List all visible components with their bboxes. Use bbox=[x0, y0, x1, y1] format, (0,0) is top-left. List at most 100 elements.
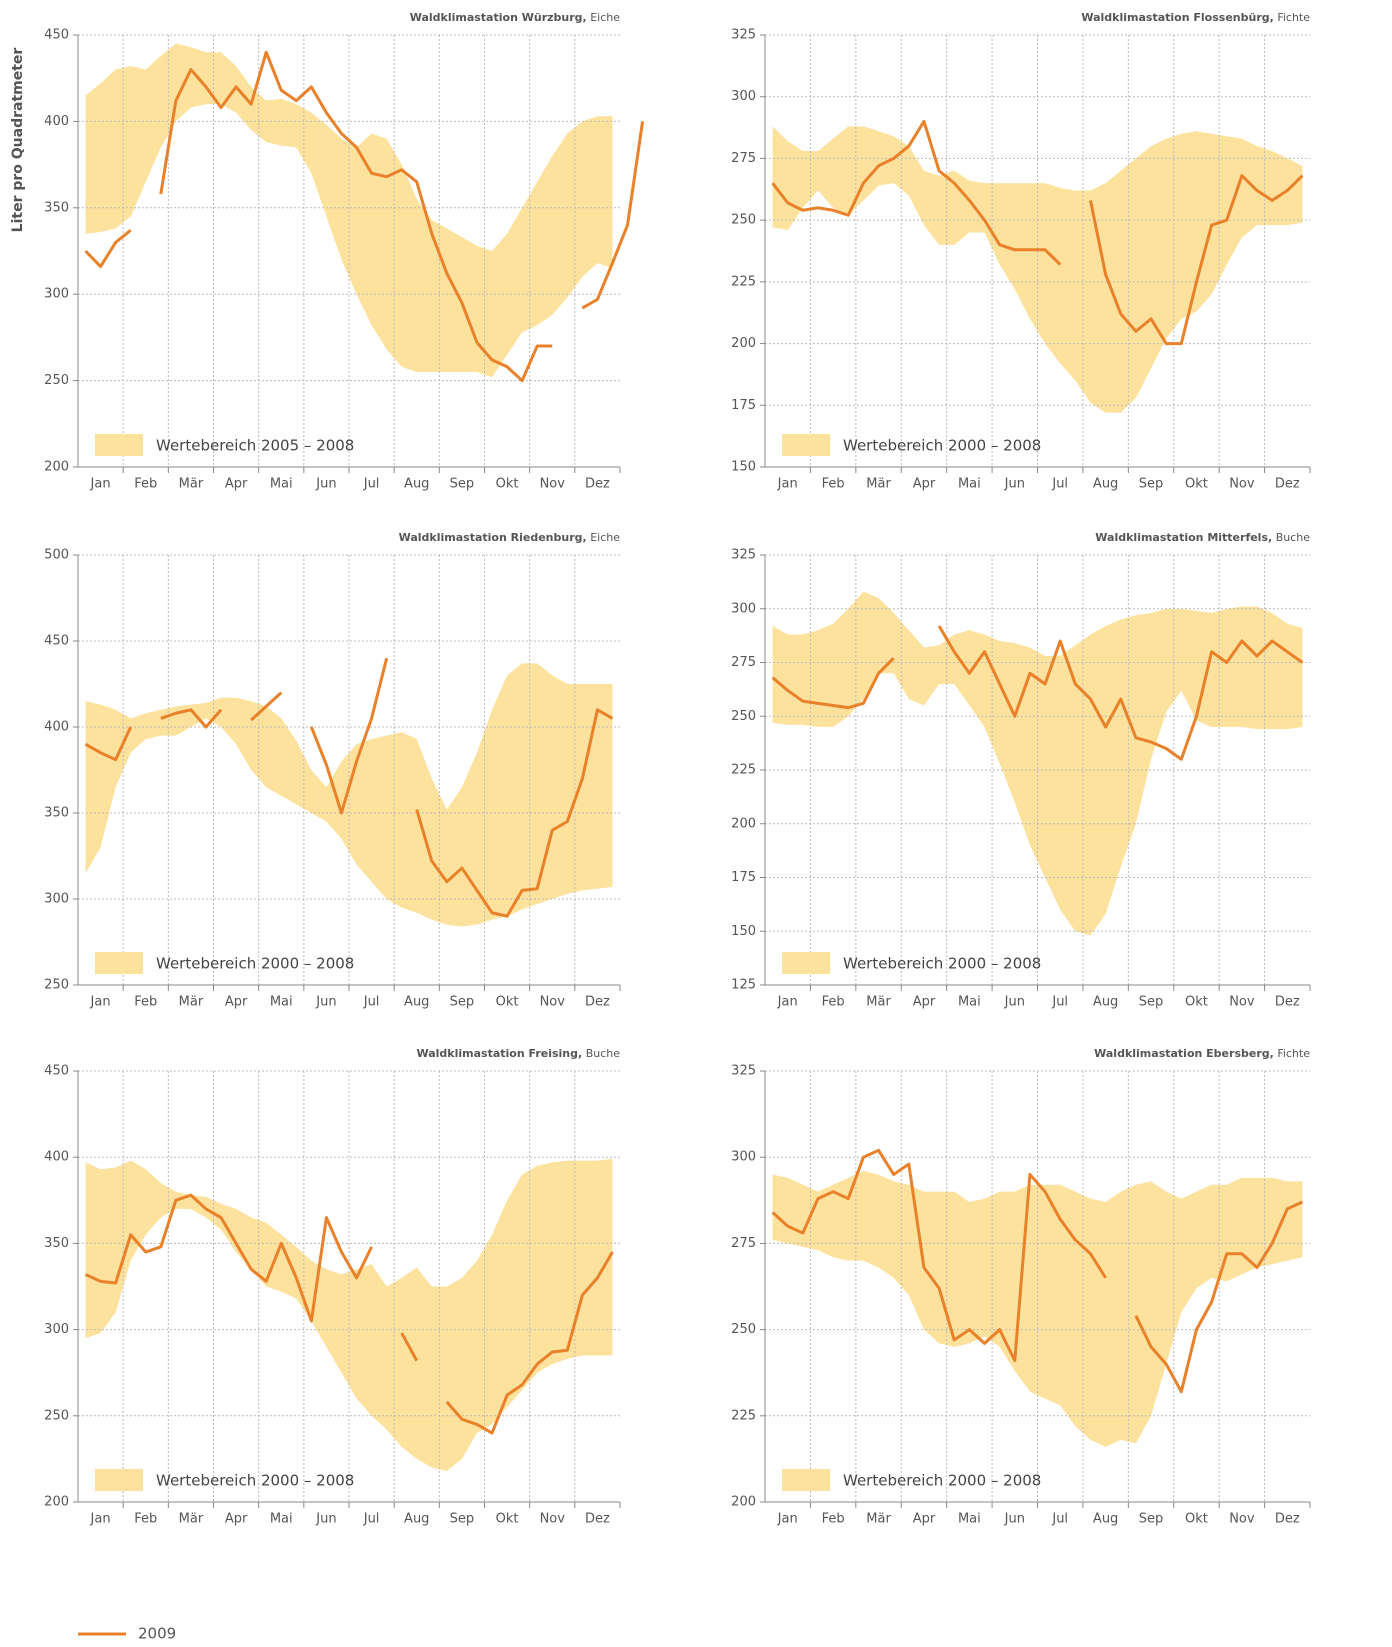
y-tick-label: 125 bbox=[731, 978, 756, 993]
y-tick-label: 275 bbox=[731, 151, 756, 166]
x-tick-label: Jul bbox=[363, 1512, 380, 1527]
x-tick-label: Dez bbox=[585, 477, 610, 492]
chart-panel: 125 150 175 200 225 250 275 300 325 Jan Feb Mär Apr M… bbox=[731, 531, 1311, 1010]
y-tick-label: 250 bbox=[731, 213, 756, 228]
x-tick-label: Sep bbox=[450, 1512, 475, 1527]
x-tick-label: Mai bbox=[270, 995, 293, 1010]
chart-panel: 200 250 300 350 400 450 Jan Feb Mär Apr Mai Jun Jul A… bbox=[44, 1047, 621, 1527]
x-tick-label: Okt bbox=[496, 477, 519, 492]
y-tick-label: 350 bbox=[44, 200, 69, 215]
title-station: Waldklimastation Würzburg, bbox=[410, 11, 587, 24]
y-tick-label: 300 bbox=[731, 89, 756, 104]
title-species: Eiche bbox=[590, 531, 620, 544]
y-tick-label: 200 bbox=[44, 1495, 69, 1510]
chart-panel: 250 300 350 400 450 500 Jan Feb Mär Apr Mai Jun Jul A… bbox=[44, 531, 621, 1010]
line-2009 bbox=[771, 119, 1304, 346]
legend-label: 2009 bbox=[138, 1625, 176, 1643]
y-tick-label: 450 bbox=[44, 634, 69, 649]
x-tick-label: Jan bbox=[90, 995, 111, 1010]
x-tick-label: Nov bbox=[540, 477, 566, 492]
band-legend-label: Wertebereich 2000 – 2008 bbox=[843, 1472, 1041, 1490]
x-tick-label: Apr bbox=[225, 1512, 248, 1527]
x-tick-label: Feb bbox=[134, 477, 157, 492]
x-tick-label: Jun bbox=[315, 1512, 336, 1527]
y-tick-label: 350 bbox=[44, 806, 69, 821]
chart-title: Waldklimastation Riedenburg, Eiche bbox=[399, 531, 621, 544]
y-tick-label: 450 bbox=[44, 1064, 69, 1079]
x-tick-label: Okt bbox=[496, 995, 519, 1010]
x-tick-label: Feb bbox=[822, 1512, 845, 1527]
line-2009 bbox=[771, 1148, 1304, 1394]
x-tick-label: Aug bbox=[1093, 1512, 1118, 1527]
x-tick-label: Aug bbox=[404, 1512, 429, 1527]
y-tick-label: 225 bbox=[731, 763, 756, 778]
x-tick-label: Mai bbox=[958, 477, 981, 492]
line-2009 bbox=[84, 657, 614, 918]
x-tick-label: Dez bbox=[1275, 477, 1300, 492]
title-species: Fichte bbox=[1277, 11, 1310, 24]
y-tick-label: 500 bbox=[44, 548, 69, 563]
y-tick-label: 200 bbox=[731, 336, 756, 351]
x-tick-label: Jun bbox=[1004, 477, 1025, 492]
x-tick-label: Jan bbox=[90, 477, 111, 492]
y-tick-label: 175 bbox=[731, 870, 756, 885]
band-legend-swatch bbox=[95, 1469, 143, 1491]
y-tick-label: 175 bbox=[731, 398, 756, 413]
x-tick-label: Jan bbox=[777, 477, 798, 492]
y-tick-label: 150 bbox=[731, 460, 756, 475]
x-tick-label: Mär bbox=[179, 477, 204, 492]
x-tick-label: Feb bbox=[822, 477, 845, 492]
x-tick-label: Nov bbox=[540, 995, 566, 1010]
x-tick-label: Okt bbox=[1185, 477, 1208, 492]
x-tick-label: Mär bbox=[866, 477, 891, 492]
title-species: Eiche bbox=[590, 11, 620, 24]
x-tick-label: Okt bbox=[496, 1512, 519, 1527]
chart-title: Waldklimastation Flossenbürg, Fichte bbox=[1081, 11, 1310, 24]
y-tick-label: 300 bbox=[731, 601, 756, 616]
x-tick-label: Jan bbox=[777, 995, 798, 1010]
y-tick-label: 250 bbox=[731, 709, 756, 724]
x-tick-label: Jun bbox=[1004, 1512, 1025, 1527]
line-2009 bbox=[84, 1193, 614, 1435]
y-tick-label: 300 bbox=[44, 892, 69, 907]
y-tick-label: 400 bbox=[44, 1150, 69, 1165]
y-tick-label: 200 bbox=[731, 816, 756, 831]
x-tick-label: Dez bbox=[585, 1512, 610, 1527]
chart-title: Waldklimastation Ebersberg, Fichte bbox=[1094, 1047, 1310, 1060]
x-tick-label: Mai bbox=[958, 1512, 981, 1527]
chart-title: Waldklimastation Freising, Buche bbox=[416, 1047, 620, 1060]
y-tick-label: 350 bbox=[44, 1236, 69, 1251]
x-tick-label: Okt bbox=[1185, 1512, 1208, 1527]
chart-panel: 200 250 300 350 400 450 Jan Feb Mär Apr Mai Jun Jul A… bbox=[44, 11, 645, 492]
x-tick-label: Aug bbox=[404, 995, 429, 1010]
x-tick-label: Apr bbox=[913, 477, 936, 492]
y-tick-label: 250 bbox=[44, 373, 69, 388]
x-tick-label: Jul bbox=[363, 995, 380, 1010]
x-tick-label: Jul bbox=[1051, 1512, 1068, 1527]
title-station: Waldklimastation Ebersberg, bbox=[1094, 1047, 1274, 1060]
x-tick-label: Nov bbox=[1229, 477, 1255, 492]
y-tick-label: 275 bbox=[731, 655, 756, 670]
band-legend-swatch bbox=[782, 434, 830, 456]
chart-panel: 200 225 250 275 300 325 Jan Feb Mär Apr Mai Jun Jul A… bbox=[731, 1047, 1311, 1527]
x-tick-label: Jun bbox=[1004, 995, 1025, 1010]
y-tick-label: 250 bbox=[44, 1408, 69, 1423]
y-tick-label: 200 bbox=[44, 460, 69, 475]
band-legend-swatch bbox=[782, 1469, 830, 1491]
y-tick-label: 250 bbox=[44, 978, 69, 993]
title-species: Buche bbox=[586, 1047, 621, 1060]
chart-title: Waldklimastation Mitterfels, Buche bbox=[1095, 531, 1310, 544]
x-tick-label: Dez bbox=[1275, 995, 1300, 1010]
band-legend-label: Wertebereich 2000 – 2008 bbox=[156, 955, 354, 973]
x-tick-label: Jan bbox=[777, 1512, 798, 1527]
x-tick-label: Feb bbox=[822, 995, 845, 1010]
y-tick-label: 325 bbox=[731, 28, 756, 43]
x-tick-label: Mär bbox=[866, 995, 891, 1010]
y-tick-label: 275 bbox=[731, 1236, 756, 1251]
title-station: Waldklimastation Riedenburg, bbox=[399, 531, 587, 544]
title-species: Fichte bbox=[1277, 1047, 1310, 1060]
x-tick-label: Jul bbox=[1051, 995, 1068, 1010]
x-tick-label: Apr bbox=[913, 1512, 936, 1527]
title-station: Waldklimastation Flossenbürg, bbox=[1081, 11, 1273, 24]
